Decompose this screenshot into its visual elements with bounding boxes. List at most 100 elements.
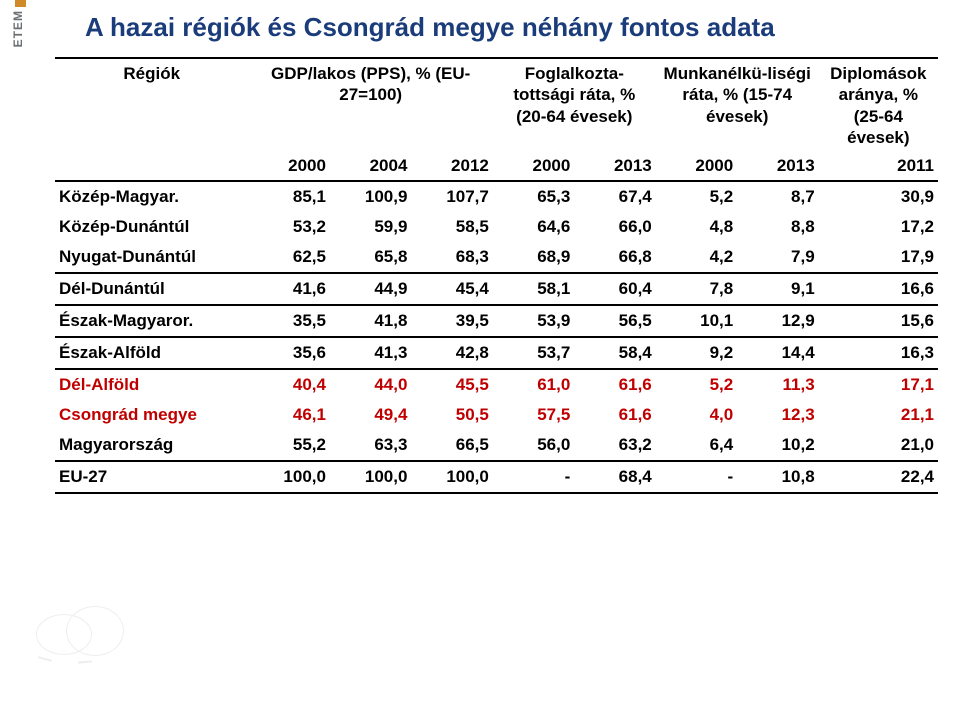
cell: 11,3 bbox=[737, 369, 818, 400]
table-row: Észak-Magyaror.35,541,839,553,956,510,11… bbox=[55, 305, 938, 337]
cell: 41,3 bbox=[330, 337, 411, 369]
hdr-gdp: GDP/lakos (PPS), % (EU-27=100) bbox=[249, 58, 493, 154]
main-content: A hazai régiók és Csongrád megye néhány … bbox=[55, 12, 938, 494]
cell: 66,0 bbox=[574, 212, 655, 242]
yr-gdp2: 2004 bbox=[330, 154, 411, 181]
cell: 41,8 bbox=[330, 305, 411, 337]
cell: 53,9 bbox=[493, 305, 574, 337]
cell: 68,3 bbox=[411, 242, 492, 273]
cell: 16,3 bbox=[819, 337, 938, 369]
cell: 10,1 bbox=[656, 305, 737, 337]
row-label: Dél-Dunántúl bbox=[55, 273, 249, 305]
cell: 100,0 bbox=[249, 461, 330, 493]
cell: 66,5 bbox=[411, 430, 492, 461]
cell: 63,3 bbox=[330, 430, 411, 461]
table-row: Magyarország55,263,366,556,063,26,410,22… bbox=[55, 430, 938, 461]
cell: 67,4 bbox=[574, 181, 655, 212]
cell: - bbox=[493, 461, 574, 493]
cell: 5,2 bbox=[656, 181, 737, 212]
cell: - bbox=[656, 461, 737, 493]
cell: 9,2 bbox=[656, 337, 737, 369]
hdr-grad: Diplomások aránya, % (25-64 évesek) bbox=[819, 58, 938, 154]
cell: 12,9 bbox=[737, 305, 818, 337]
cell: 45,5 bbox=[411, 369, 492, 400]
cell: 61,0 bbox=[493, 369, 574, 400]
cell: 9,1 bbox=[737, 273, 818, 305]
cell: 4,8 bbox=[656, 212, 737, 242]
hdr-unemp: Munkanélkü-liségi ráta, % (15-74 évesek) bbox=[656, 58, 819, 154]
row-label: Észak-Alföld bbox=[55, 337, 249, 369]
cell: 39,5 bbox=[411, 305, 492, 337]
cell: 49,4 bbox=[330, 400, 411, 430]
cell: 7,9 bbox=[737, 242, 818, 273]
cell: 58,5 bbox=[411, 212, 492, 242]
cell: 16,6 bbox=[819, 273, 938, 305]
cell: 14,4 bbox=[737, 337, 818, 369]
cell: 15,6 bbox=[819, 305, 938, 337]
cell: 100,0 bbox=[330, 461, 411, 493]
cell: 62,5 bbox=[249, 242, 330, 273]
table-row: Dél-Dunántúl41,644,945,458,160,47,89,116… bbox=[55, 273, 938, 305]
cell: 100,9 bbox=[330, 181, 411, 212]
table-row: Közép-Magyar.85,1100,9107,765,367,45,28,… bbox=[55, 181, 938, 212]
cell: 30,9 bbox=[819, 181, 938, 212]
cell: 44,0 bbox=[330, 369, 411, 400]
table-row: Közép-Dunántúl53,259,958,564,666,04,88,8… bbox=[55, 212, 938, 242]
yr-gr: 2011 bbox=[819, 154, 938, 181]
cell: 53,7 bbox=[493, 337, 574, 369]
cell: 64,6 bbox=[493, 212, 574, 242]
table-row: Dél-Alföld40,444,045,561,061,65,211,317,… bbox=[55, 369, 938, 400]
cell: 22,4 bbox=[819, 461, 938, 493]
sidebar-logo: ETEM bbox=[11, 0, 31, 704]
cell: 4,0 bbox=[656, 400, 737, 430]
cell: 21,0 bbox=[819, 430, 938, 461]
cell: 17,1 bbox=[819, 369, 938, 400]
table-row: Nyugat-Dunántúl62,565,868,368,966,84,27,… bbox=[55, 242, 938, 273]
cell: 61,6 bbox=[574, 369, 655, 400]
cell: 46,1 bbox=[249, 400, 330, 430]
cell: 12,3 bbox=[737, 400, 818, 430]
cell: 50,5 bbox=[411, 400, 492, 430]
page-title: A hazai régiók és Csongrád megye néhány … bbox=[85, 12, 938, 43]
cell: 100,0 bbox=[411, 461, 492, 493]
cell: 61,6 bbox=[574, 400, 655, 430]
cell: 35,6 bbox=[249, 337, 330, 369]
yr-gdp1: 2000 bbox=[249, 154, 330, 181]
cell: 68,4 bbox=[574, 461, 655, 493]
cell: 63,2 bbox=[574, 430, 655, 461]
cell: 8,7 bbox=[737, 181, 818, 212]
row-label: Csongrád megye bbox=[55, 400, 249, 430]
cell: 7,8 bbox=[656, 273, 737, 305]
cell: 4,2 bbox=[656, 242, 737, 273]
cell: 42,8 bbox=[411, 337, 492, 369]
cell: 56,5 bbox=[574, 305, 655, 337]
cell: 65,8 bbox=[330, 242, 411, 273]
cell: 40,4 bbox=[249, 369, 330, 400]
cell: 6,4 bbox=[656, 430, 737, 461]
cell: 5,2 bbox=[656, 369, 737, 400]
sidebar-orange-mark bbox=[15, 0, 26, 7]
table-body: Közép-Magyar.85,1100,9107,765,367,45,28,… bbox=[55, 181, 938, 493]
cell: 44,9 bbox=[330, 273, 411, 305]
row-label: Dél-Alföld bbox=[55, 369, 249, 400]
row-label: Közép-Dunántúl bbox=[55, 212, 249, 242]
row-label: Közép-Magyar. bbox=[55, 181, 249, 212]
cell: 17,2 bbox=[819, 212, 938, 242]
cell: 85,1 bbox=[249, 181, 330, 212]
row-label: Magyarország bbox=[55, 430, 249, 461]
cell: 58,1 bbox=[493, 273, 574, 305]
sidebar-text: ETEM bbox=[11, 10, 25, 47]
cell: 17,9 bbox=[819, 242, 938, 273]
table-row: Csongrád megye46,149,450,557,561,64,012,… bbox=[55, 400, 938, 430]
cell: 66,8 bbox=[574, 242, 655, 273]
cell: 56,0 bbox=[493, 430, 574, 461]
cell: 57,5 bbox=[493, 400, 574, 430]
cell: 60,4 bbox=[574, 273, 655, 305]
yr-emp1: 2000 bbox=[493, 154, 574, 181]
yr-un2: 2013 bbox=[737, 154, 818, 181]
hdr-region: Régiók bbox=[55, 58, 249, 154]
cell: 10,2 bbox=[737, 430, 818, 461]
cell: 21,1 bbox=[819, 400, 938, 430]
cell: 10,8 bbox=[737, 461, 818, 493]
cell: 45,4 bbox=[411, 273, 492, 305]
